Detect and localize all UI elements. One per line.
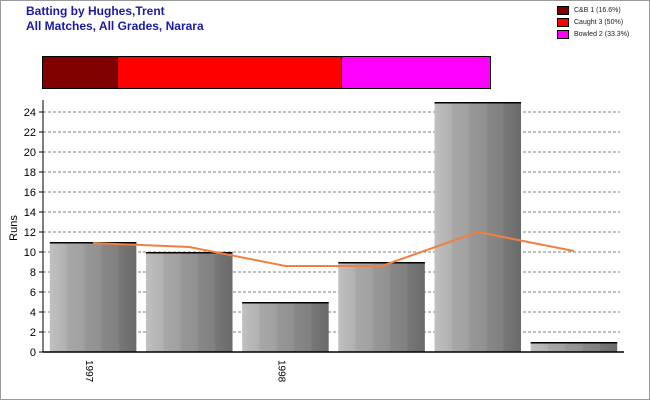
bars <box>49 102 618 352</box>
dismissal-segment-bowled <box>340 57 490 88</box>
bar-4 <box>434 102 522 352</box>
x-tick-label-1998: 1998 <box>275 360 286 383</box>
legend-item-caught: Caught 3 (50%) <box>557 17 629 28</box>
y-tick-label-4: 4 <box>30 307 36 319</box>
legend-swatch-caught <box>557 18 569 27</box>
legend-item-cb: C&B 1 (16.6%) <box>557 5 629 16</box>
gridlines <box>43 111 620 333</box>
y-tick-label-0: 0 <box>30 347 36 359</box>
bar-top-edge-0 <box>49 242 137 244</box>
bar-5 <box>530 342 618 352</box>
y-tick-label-12: 12 <box>24 227 36 239</box>
bar-top-edge-1 <box>145 252 233 254</box>
dismissal-segment-cb <box>43 57 118 88</box>
trend-line-group <box>93 230 575 267</box>
dismissal-distribution-bar <box>42 56 491 89</box>
trend-line <box>93 230 575 267</box>
legend-swatch-bowled <box>557 30 569 39</box>
y-tick-label-16: 16 <box>24 187 36 199</box>
legend-item-bowled: Bowled 2 (33.3%) <box>557 29 629 40</box>
bar-top-edge-4 <box>434 102 522 104</box>
y-tick-label-8: 8 <box>30 267 36 279</box>
y-tick-label-2: 2 <box>30 327 36 339</box>
legend-label-caught: Caught 3 (50%) <box>574 19 624 26</box>
chart-title: Batting by Hughes,Trent <box>26 4 165 18</box>
dismissal-segment-caught <box>117 57 341 88</box>
bar-1 <box>145 252 233 352</box>
y-tick-label-14: 14 <box>24 207 36 219</box>
bar-3 <box>338 262 425 352</box>
x-tick-label-1997: 1997 <box>83 360 94 383</box>
legend-label-cb: C&B 1 (16.6%) <box>574 7 621 14</box>
chart-subtitle: All Matches, All Grades, Narara <box>26 19 204 33</box>
bar-top-edge-5 <box>530 342 618 344</box>
y-axis-label: Runs <box>8 215 20 241</box>
bar-2 <box>242 302 329 352</box>
y-tick-label-6: 6 <box>30 287 36 299</box>
legend-swatch-cb <box>557 6 569 15</box>
y-tick-label-22: 22 <box>24 127 36 139</box>
y-tick-label-18: 18 <box>24 167 36 179</box>
y-tick-label-24: 24 <box>24 107 36 119</box>
bar-0 <box>49 242 137 352</box>
bar-top-edge-2 <box>242 302 329 304</box>
y-tick-label-20: 20 <box>24 147 36 159</box>
legend: C&B 1 (16.6%) Caught 3 (50%) Bowled 2 (3… <box>557 5 629 41</box>
legend-label-bowled: Bowled 2 (33.3%) <box>574 31 630 38</box>
bar-top-edge-3 <box>338 262 425 264</box>
y-tick-label-10: 10 <box>24 247 36 259</box>
